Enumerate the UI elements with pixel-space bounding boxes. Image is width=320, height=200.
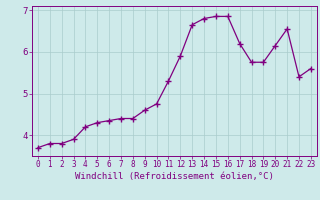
X-axis label: Windchill (Refroidissement éolien,°C): Windchill (Refroidissement éolien,°C)	[75, 172, 274, 181]
